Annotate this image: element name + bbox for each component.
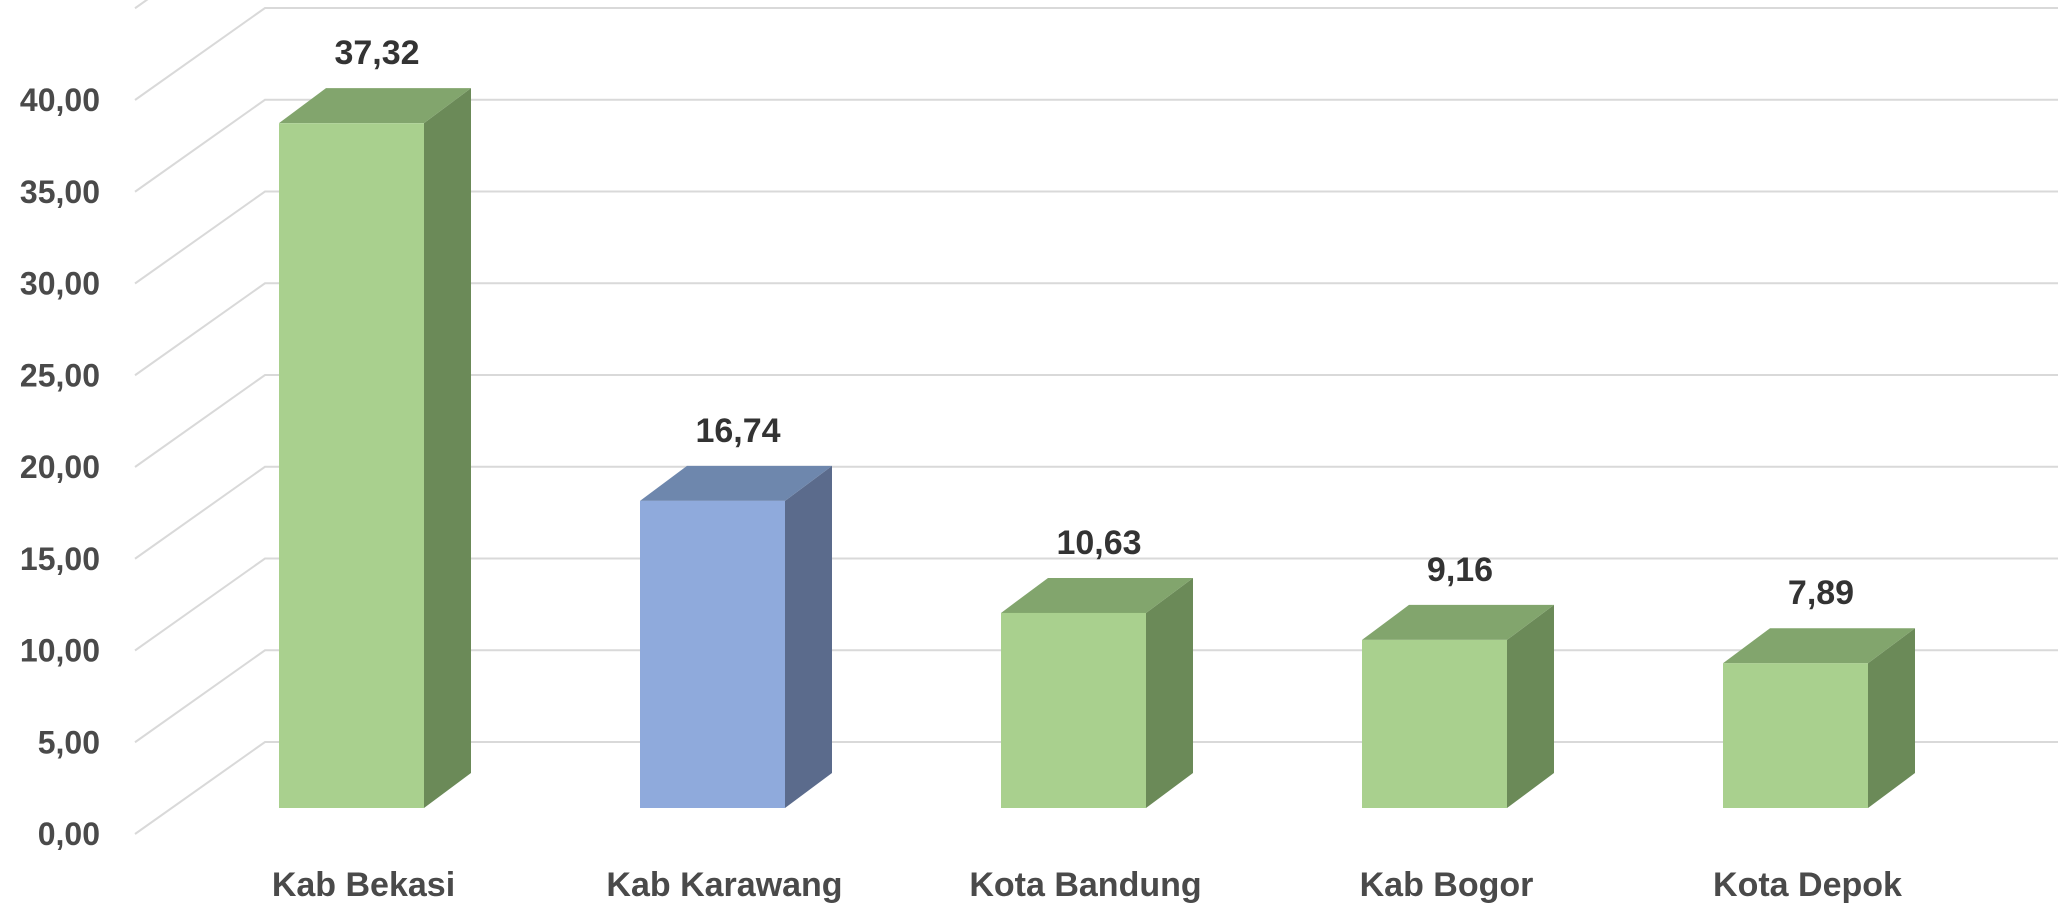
x-axis-categories: Kab Bekasi Kab Karawang Kota Bandung Kab Bo…	[272, 866, 1902, 904]
bar-side	[424, 88, 471, 808]
y-tick-label: 40,00	[20, 82, 100, 118]
bar	[1001, 578, 1193, 808]
data-label: 16,74	[695, 412, 780, 450]
bar-side	[1507, 605, 1554, 808]
bar	[279, 88, 471, 808]
y-tick-label: 30,00	[20, 266, 100, 302]
bar	[1362, 605, 1554, 808]
y-tick-label: 25,00	[20, 357, 100, 393]
bars	[279, 88, 1915, 808]
y-axis-ticks: 0,00 5,00 10,00 15,00 20,00 25,00 30,00 35,00 40…	[20, 82, 100, 852]
bar-front	[1723, 663, 1868, 808]
x-category-label: Kota Bandung	[969, 866, 1201, 904]
bar-front	[279, 123, 424, 808]
y-tick-label: 20,00	[20, 449, 100, 485]
x-category-label: Kab Bogor	[1360, 866, 1534, 904]
x-category-label: Kab Karawang	[606, 866, 842, 904]
data-label: 10,63	[1056, 524, 1141, 562]
y-tick-label: 0,00	[38, 816, 100, 852]
data-label: 9,16	[1427, 551, 1493, 589]
gridline	[135, 8, 2058, 100]
x-category-label: Kab Bekasi	[272, 866, 455, 904]
bar-front	[1001, 613, 1146, 808]
bar-front	[1362, 640, 1507, 808]
x-category-label: Kota Depok	[1713, 866, 1902, 904]
bar	[1723, 628, 1915, 808]
y-tick-label: 5,00	[38, 724, 100, 760]
bar-side	[1146, 578, 1193, 808]
bar-front	[640, 501, 785, 808]
data-label: 7,89	[1788, 574, 1854, 612]
y-tick-label: 35,00	[20, 174, 100, 210]
y-tick-label: 15,00	[20, 541, 100, 577]
bar-side	[785, 466, 832, 808]
y-tick-label: 10,00	[20, 633, 100, 669]
value-labels: 37,32 16,74 10,63 9,16 7,89	[334, 34, 1854, 612]
bar	[640, 466, 832, 808]
data-label: 37,32	[334, 34, 419, 72]
